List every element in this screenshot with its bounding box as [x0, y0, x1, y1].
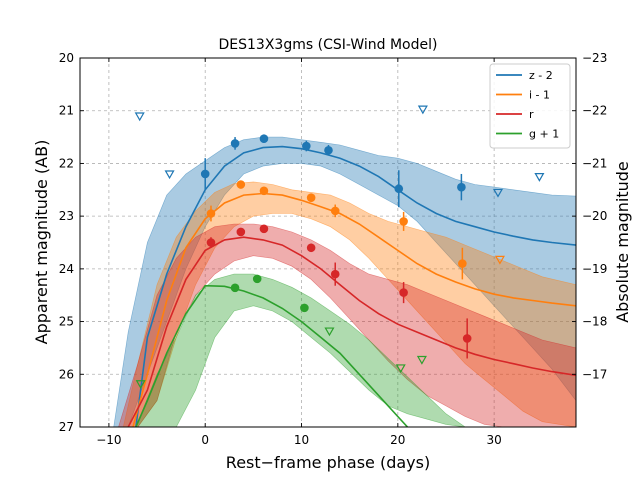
data-point-i-1	[206, 209, 216, 218]
y2-tick-label: −23	[582, 51, 607, 65]
data-point-i-1	[399, 217, 408, 226]
x-tick-label: 30	[486, 433, 501, 447]
observations	[134, 105, 545, 389]
model-line-z-2	[135, 145, 576, 427]
legend-label: i - 1	[529, 89, 550, 102]
data-point-z-2	[394, 184, 404, 194]
model-line-r	[127, 236, 576, 427]
upper-limit-g-1	[395, 364, 406, 374]
band-r	[118, 223, 576, 427]
data-point-i-1	[236, 180, 246, 189]
x-tick-label: 20	[390, 433, 405, 447]
axes: −10 0 10 20 30 20 21 22 23 24 25 26 27 −23 −22 −21 −20 −1…	[59, 51, 608, 447]
model-line-g-1	[135, 284, 409, 427]
upper-limit-z-2	[534, 173, 545, 182]
data-point-r	[330, 269, 340, 279]
y2-tick-label: −22	[582, 104, 607, 118]
model-line-i-1	[132, 192, 576, 427]
data-point-r	[306, 243, 316, 253]
y-tick-label: 27	[59, 420, 74, 434]
data-point-r	[399, 288, 408, 297]
upper-limit-z-2	[492, 188, 504, 198]
data-point-z-2	[200, 169, 210, 179]
y2-tick-label: −18	[582, 315, 607, 329]
y-tick-label: 24	[59, 262, 74, 276]
y2-axis-label: Absolute magnitude	[613, 161, 632, 323]
upper-limit-g-1	[416, 355, 427, 365]
y-tick-label: 26	[59, 367, 74, 381]
y-tick-label: 22	[59, 156, 74, 170]
x-tick-label: −10	[96, 433, 121, 447]
y-tick-label: 23	[59, 209, 74, 223]
x-tick-label: 0	[201, 433, 209, 447]
data-point-i-1	[306, 193, 316, 202]
y2-tick-label: −21	[582, 156, 607, 170]
upper-limit-i-1	[494, 255, 505, 265]
y2-tick-label: −19	[582, 262, 607, 276]
uncertainty-bands	[113, 136, 576, 427]
y2-tick-label: −17	[582, 367, 607, 381]
legend: z - 2 i - 1 r g + 1	[489, 63, 571, 149]
data-point-g-1	[252, 274, 262, 284]
legend-label: r	[529, 108, 534, 121]
band-i-1	[122, 181, 576, 427]
upper-limit-g-1	[324, 327, 335, 337]
data-point-r	[206, 238, 216, 247]
data-point-z-2	[259, 134, 269, 143]
y-tick-label: 20	[59, 51, 74, 65]
legend-box	[489, 63, 571, 149]
upper-limit-g-1	[135, 380, 146, 389]
x-tick-label: 10	[294, 433, 309, 447]
model-lines	[127, 145, 576, 427]
data-point-z-2	[457, 182, 466, 192]
data-point-r	[259, 224, 269, 234]
data-point-g-1	[300, 303, 309, 313]
chart-title: DES13X3gms (CSI-Wind Model)	[219, 37, 438, 53]
data-point-r	[462, 334, 472, 343]
band-g-1	[135, 273, 514, 427]
data-point-z-2	[302, 141, 311, 151]
data-point-i-1	[458, 259, 467, 268]
data-point-r	[236, 227, 246, 237]
y-tick-label: 21	[59, 104, 74, 118]
y-axis-label: Apparent magnitude (AB)	[32, 140, 51, 345]
y2-tick-label: −20	[582, 209, 607, 223]
upper-limit-z-2	[417, 105, 428, 115]
x-axis-label: Rest−frame phase (days)	[226, 453, 430, 472]
data-point-z-2	[324, 145, 333, 155]
upper-limit-z-2	[134, 112, 145, 122]
legend-label: z - 2	[529, 69, 553, 82]
data-point-i-1	[330, 206, 340, 216]
data-point-g-1	[230, 283, 240, 293]
upper-limit-z-2	[164, 170, 175, 180]
data-point-z-2	[230, 139, 240, 148]
legend-label: g + 1	[529, 128, 559, 141]
plot-frame	[79, 57, 577, 428]
y-tick-label: 25	[59, 315, 74, 329]
data-point-i-1	[259, 186, 269, 196]
